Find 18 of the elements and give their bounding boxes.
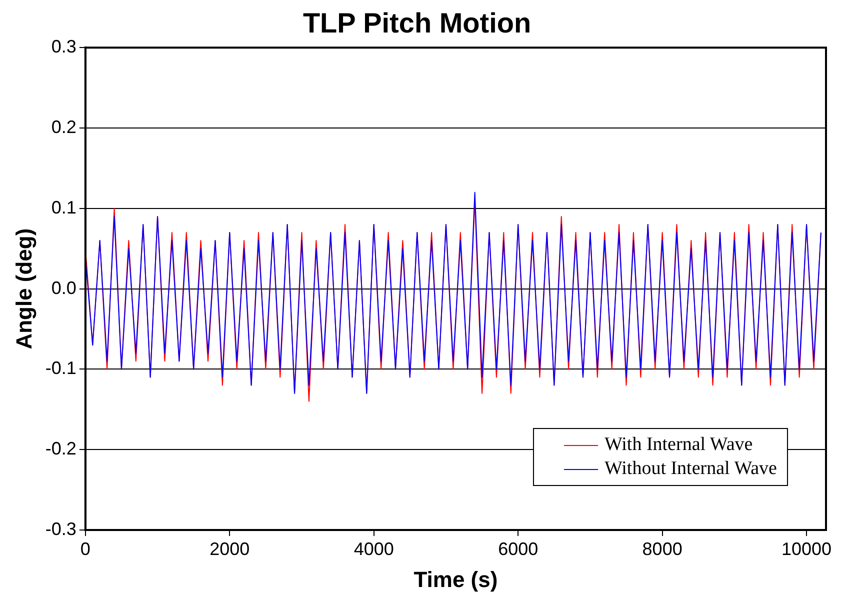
x-axis-title: Time (s) [414, 566, 498, 592]
x-tick-label: 0 [80, 538, 90, 559]
x-tick-label: 4000 [354, 538, 394, 559]
y-tick-label: -0.3 [45, 518, 76, 539]
y-tick-label: -0.2 [45, 438, 76, 459]
x-tick-label: 2000 [210, 538, 250, 559]
chart-title: TLP Pitch Motion [302, 8, 532, 39]
y-tick-label: 0.1 [51, 197, 76, 218]
legend-label: Without Internal Wave [604, 457, 777, 481]
x-tick-label: 6000 [498, 538, 538, 559]
x-tick-label: 10000 [782, 538, 832, 559]
y-axis-title: Angle (deg) [11, 228, 36, 350]
y-tick-label: 0.0 [51, 278, 76, 298]
legend-label: With Internal Wave [604, 433, 753, 457]
y-tick-label: -0.1 [45, 358, 76, 378]
x-tick-label: 8000 [642, 538, 682, 559]
y-tick-label: 0.2 [51, 116, 76, 137]
y-tick-label: 0.3 [51, 36, 76, 57]
